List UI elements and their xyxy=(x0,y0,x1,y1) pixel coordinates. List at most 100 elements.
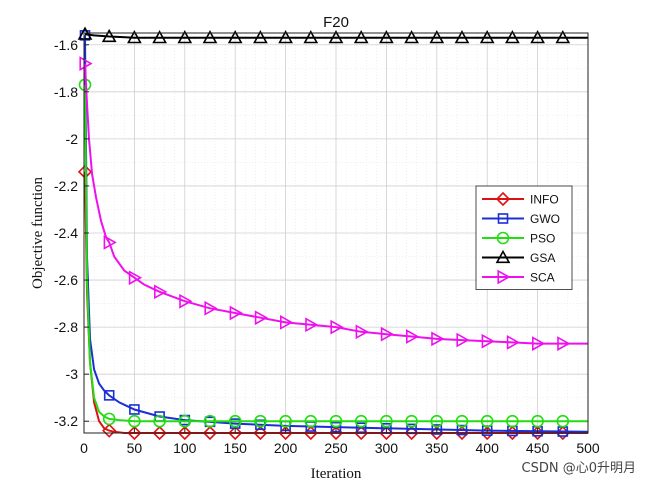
series-marker-gsa xyxy=(454,30,470,44)
series-marker-gwo xyxy=(456,424,468,436)
x-axis-label: Iteration xyxy=(311,466,362,482)
series-marker-sca xyxy=(456,332,470,348)
series-marker-gsa xyxy=(152,30,167,44)
series-marker-gsa xyxy=(227,30,243,44)
series-marker-pso xyxy=(354,414,368,428)
series-marker-info xyxy=(253,425,268,441)
y-axis-ticks: -3.2 -3 -2.8 -2.6 -2.4 -2.2 -2 -1.8 -1.6 xyxy=(54,37,89,429)
series-marker-gsa xyxy=(303,30,319,44)
legend-label-pso: PSO xyxy=(530,232,555,246)
y-tick-label: -1.6 xyxy=(54,37,78,53)
legend-marker-sca xyxy=(497,269,511,285)
series-marker-gsa xyxy=(379,30,394,44)
series-marker-pso xyxy=(153,414,166,428)
series-marker-info xyxy=(152,425,167,441)
series-marker-sca xyxy=(79,56,93,71)
series-marker-gsa xyxy=(177,30,193,44)
series-marker-gsa xyxy=(101,28,117,43)
series-marker-sca xyxy=(204,300,218,316)
x-tick-label: 0 xyxy=(80,440,88,456)
series-marker-info xyxy=(177,425,192,441)
series-marker-pso xyxy=(455,414,469,428)
series-marker-gsa xyxy=(530,30,545,44)
series-marker-gsa xyxy=(278,30,293,44)
series-marker-gsa xyxy=(555,30,571,44)
x-tick-label: 50 xyxy=(127,440,143,456)
series-marker-pso xyxy=(254,414,267,428)
series-marker-sca xyxy=(229,305,243,321)
series-marker-sca xyxy=(128,270,143,286)
series-marker-gwo xyxy=(103,390,115,401)
y-tick-label: -3.2 xyxy=(54,413,78,429)
series-marker-sca xyxy=(154,284,168,300)
legend-marker-gsa xyxy=(495,249,511,264)
y-tick-label: -2.4 xyxy=(54,225,78,241)
grid-major xyxy=(84,33,588,433)
series-marker-pso xyxy=(128,414,141,428)
watermark: CSDN @心0升明月 xyxy=(521,461,636,476)
series-marker-gsa xyxy=(404,30,419,44)
legend-marker-info xyxy=(495,191,511,207)
legend: INFO GWO PSO GSA SCA xyxy=(475,185,573,290)
series-marker-pso xyxy=(430,414,444,428)
series-marker-info xyxy=(202,425,218,441)
y-tick-label: -2.8 xyxy=(54,319,78,335)
series-marker-gsa xyxy=(127,30,142,44)
series-marker-pso xyxy=(102,412,116,426)
y-tick-label: -2.2 xyxy=(54,178,78,194)
x-tick-label: 150 xyxy=(224,440,248,456)
series-marker-sca xyxy=(103,235,117,250)
x-tick-label: 350 xyxy=(425,440,449,456)
legend-marker-gwo xyxy=(497,213,509,224)
series-marker-gsa xyxy=(479,30,495,44)
series-marker-gwo xyxy=(355,422,367,434)
legend-label-gsa: GSA xyxy=(530,251,555,265)
series-marker-sca xyxy=(179,293,193,309)
y-axis-label: Objective function xyxy=(30,176,46,289)
series-marker-gsa xyxy=(202,30,218,44)
series-marker-pso xyxy=(203,414,217,428)
series-marker-sca xyxy=(405,329,420,344)
x-tick-label: 500 xyxy=(576,440,600,456)
y-tick-label: -3 xyxy=(66,366,79,382)
y-tick-label: -2.6 xyxy=(54,272,78,288)
x-tick-label: 400 xyxy=(476,440,500,456)
series-marker-sca xyxy=(557,336,571,351)
series-marker-pso xyxy=(506,414,519,428)
series-marker-gsa xyxy=(253,30,268,44)
series-marker-info xyxy=(127,425,142,441)
series-marker-gsa xyxy=(77,26,93,40)
series-gsa xyxy=(77,26,588,44)
series-marker-gsa xyxy=(505,30,520,44)
series-marker-info xyxy=(228,425,243,441)
series-marker-sca xyxy=(481,333,495,349)
y-tick-label: -2 xyxy=(66,131,79,147)
series-pso xyxy=(78,78,588,428)
legend-label-sca: SCA xyxy=(530,271,555,285)
series-marker-sca xyxy=(305,317,319,333)
series-marker-sca xyxy=(531,336,546,351)
series-marker-sca xyxy=(506,335,521,350)
series-line-pso xyxy=(84,84,588,423)
series-marker-pso xyxy=(531,414,544,428)
series-marker-pso xyxy=(178,414,192,428)
series-marker-pso xyxy=(279,414,292,428)
y-tick-label: -1.8 xyxy=(54,84,78,100)
series-marker-sca xyxy=(279,315,294,330)
series-marker-pso xyxy=(304,414,318,428)
series-marker-pso xyxy=(228,414,242,428)
series-marker-info xyxy=(102,423,117,438)
series-marker-sca xyxy=(254,310,269,326)
series-marker-gwo xyxy=(129,404,140,415)
chart-title: F20 xyxy=(323,14,349,31)
series-marker-gsa xyxy=(353,30,369,44)
series-marker-sca xyxy=(330,319,344,335)
series-marker-gsa xyxy=(429,30,445,44)
x-tick-label: 200 xyxy=(274,440,298,456)
series-marker-gsa xyxy=(328,30,344,44)
series-marker-pso xyxy=(329,414,343,428)
series-marker-sca xyxy=(431,331,445,347)
series-marker-pso xyxy=(556,414,570,428)
series-line-gsa xyxy=(84,33,588,39)
